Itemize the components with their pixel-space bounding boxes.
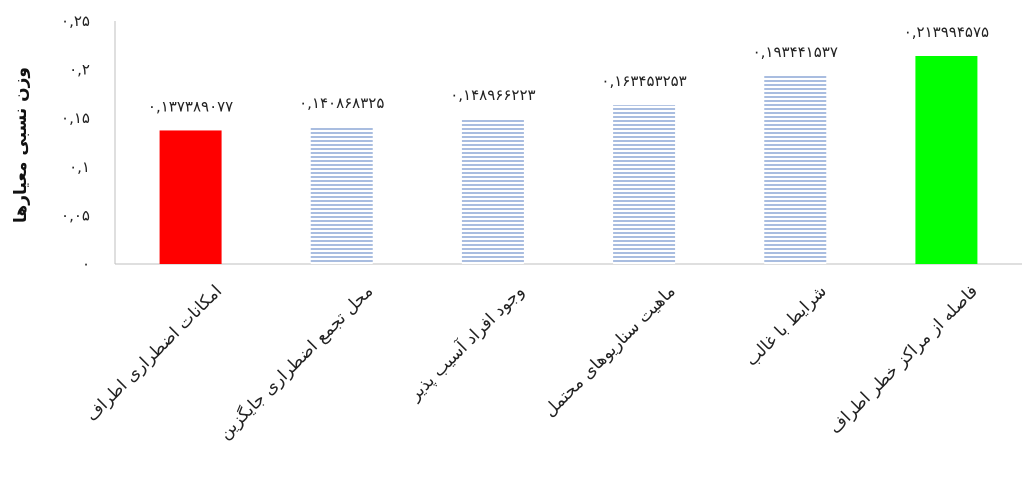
data-label: ۰,۱۳۷۳۸۹۰۷۷ — [148, 97, 233, 115]
y-tick-label: ۰,۲۵ — [61, 12, 90, 30]
y-axis-label: وزن نسبی معیارها — [11, 67, 31, 223]
x-tick-label: محل تجمع اضطراری جایگزین — [214, 281, 377, 444]
y-tick-label: ۰,۱ — [69, 158, 90, 176]
data-label: ۰,۱۹۳۴۴۱۵۳۷ — [753, 43, 838, 61]
bar — [461, 119, 524, 264]
x-tick-label: وجود افراد آسیب پذیر — [403, 280, 528, 405]
bar — [613, 105, 676, 264]
bar — [159, 130, 222, 264]
y-tick-label: ۰,۲ — [69, 61, 90, 79]
x-tick-label: فاصله از مراکز خطر اطراف — [825, 281, 982, 438]
data-label: ۰,۱۴۰۸۶۸۳۲۵ — [299, 94, 384, 112]
y-tick-label: ۰ — [82, 255, 90, 273]
y-tick-label: ۰,۰۵ — [61, 206, 90, 224]
x-tick-label: ماهیت سناریوهای محتمل — [540, 281, 680, 421]
bar — [764, 75, 827, 264]
x-tick-label: شرایط با غالب — [742, 281, 831, 370]
x-tick-label: امکانات اضطراری اطراف — [82, 281, 226, 425]
data-label: ۰,۱۴۸۹۶۶۲۲۳ — [450, 86, 535, 104]
plot-area: ۰ ۰,۰۵ ۰,۱ ۰,۱۵ ۰,۲ ۰,۲۵ ۰,۱۳۷۳۸۹۰۷۷ امکانات اض… — [61, 12, 1022, 444]
data-label: ۰,۱۶۳۴۵۳۲۵۳ — [601, 72, 686, 90]
bar — [310, 127, 373, 264]
data-label: ۰,۲۱۳۹۹۴۵۷۵ — [904, 23, 989, 41]
y-tick-label: ۰,۱۵ — [61, 109, 90, 127]
bar — [915, 55, 978, 265]
